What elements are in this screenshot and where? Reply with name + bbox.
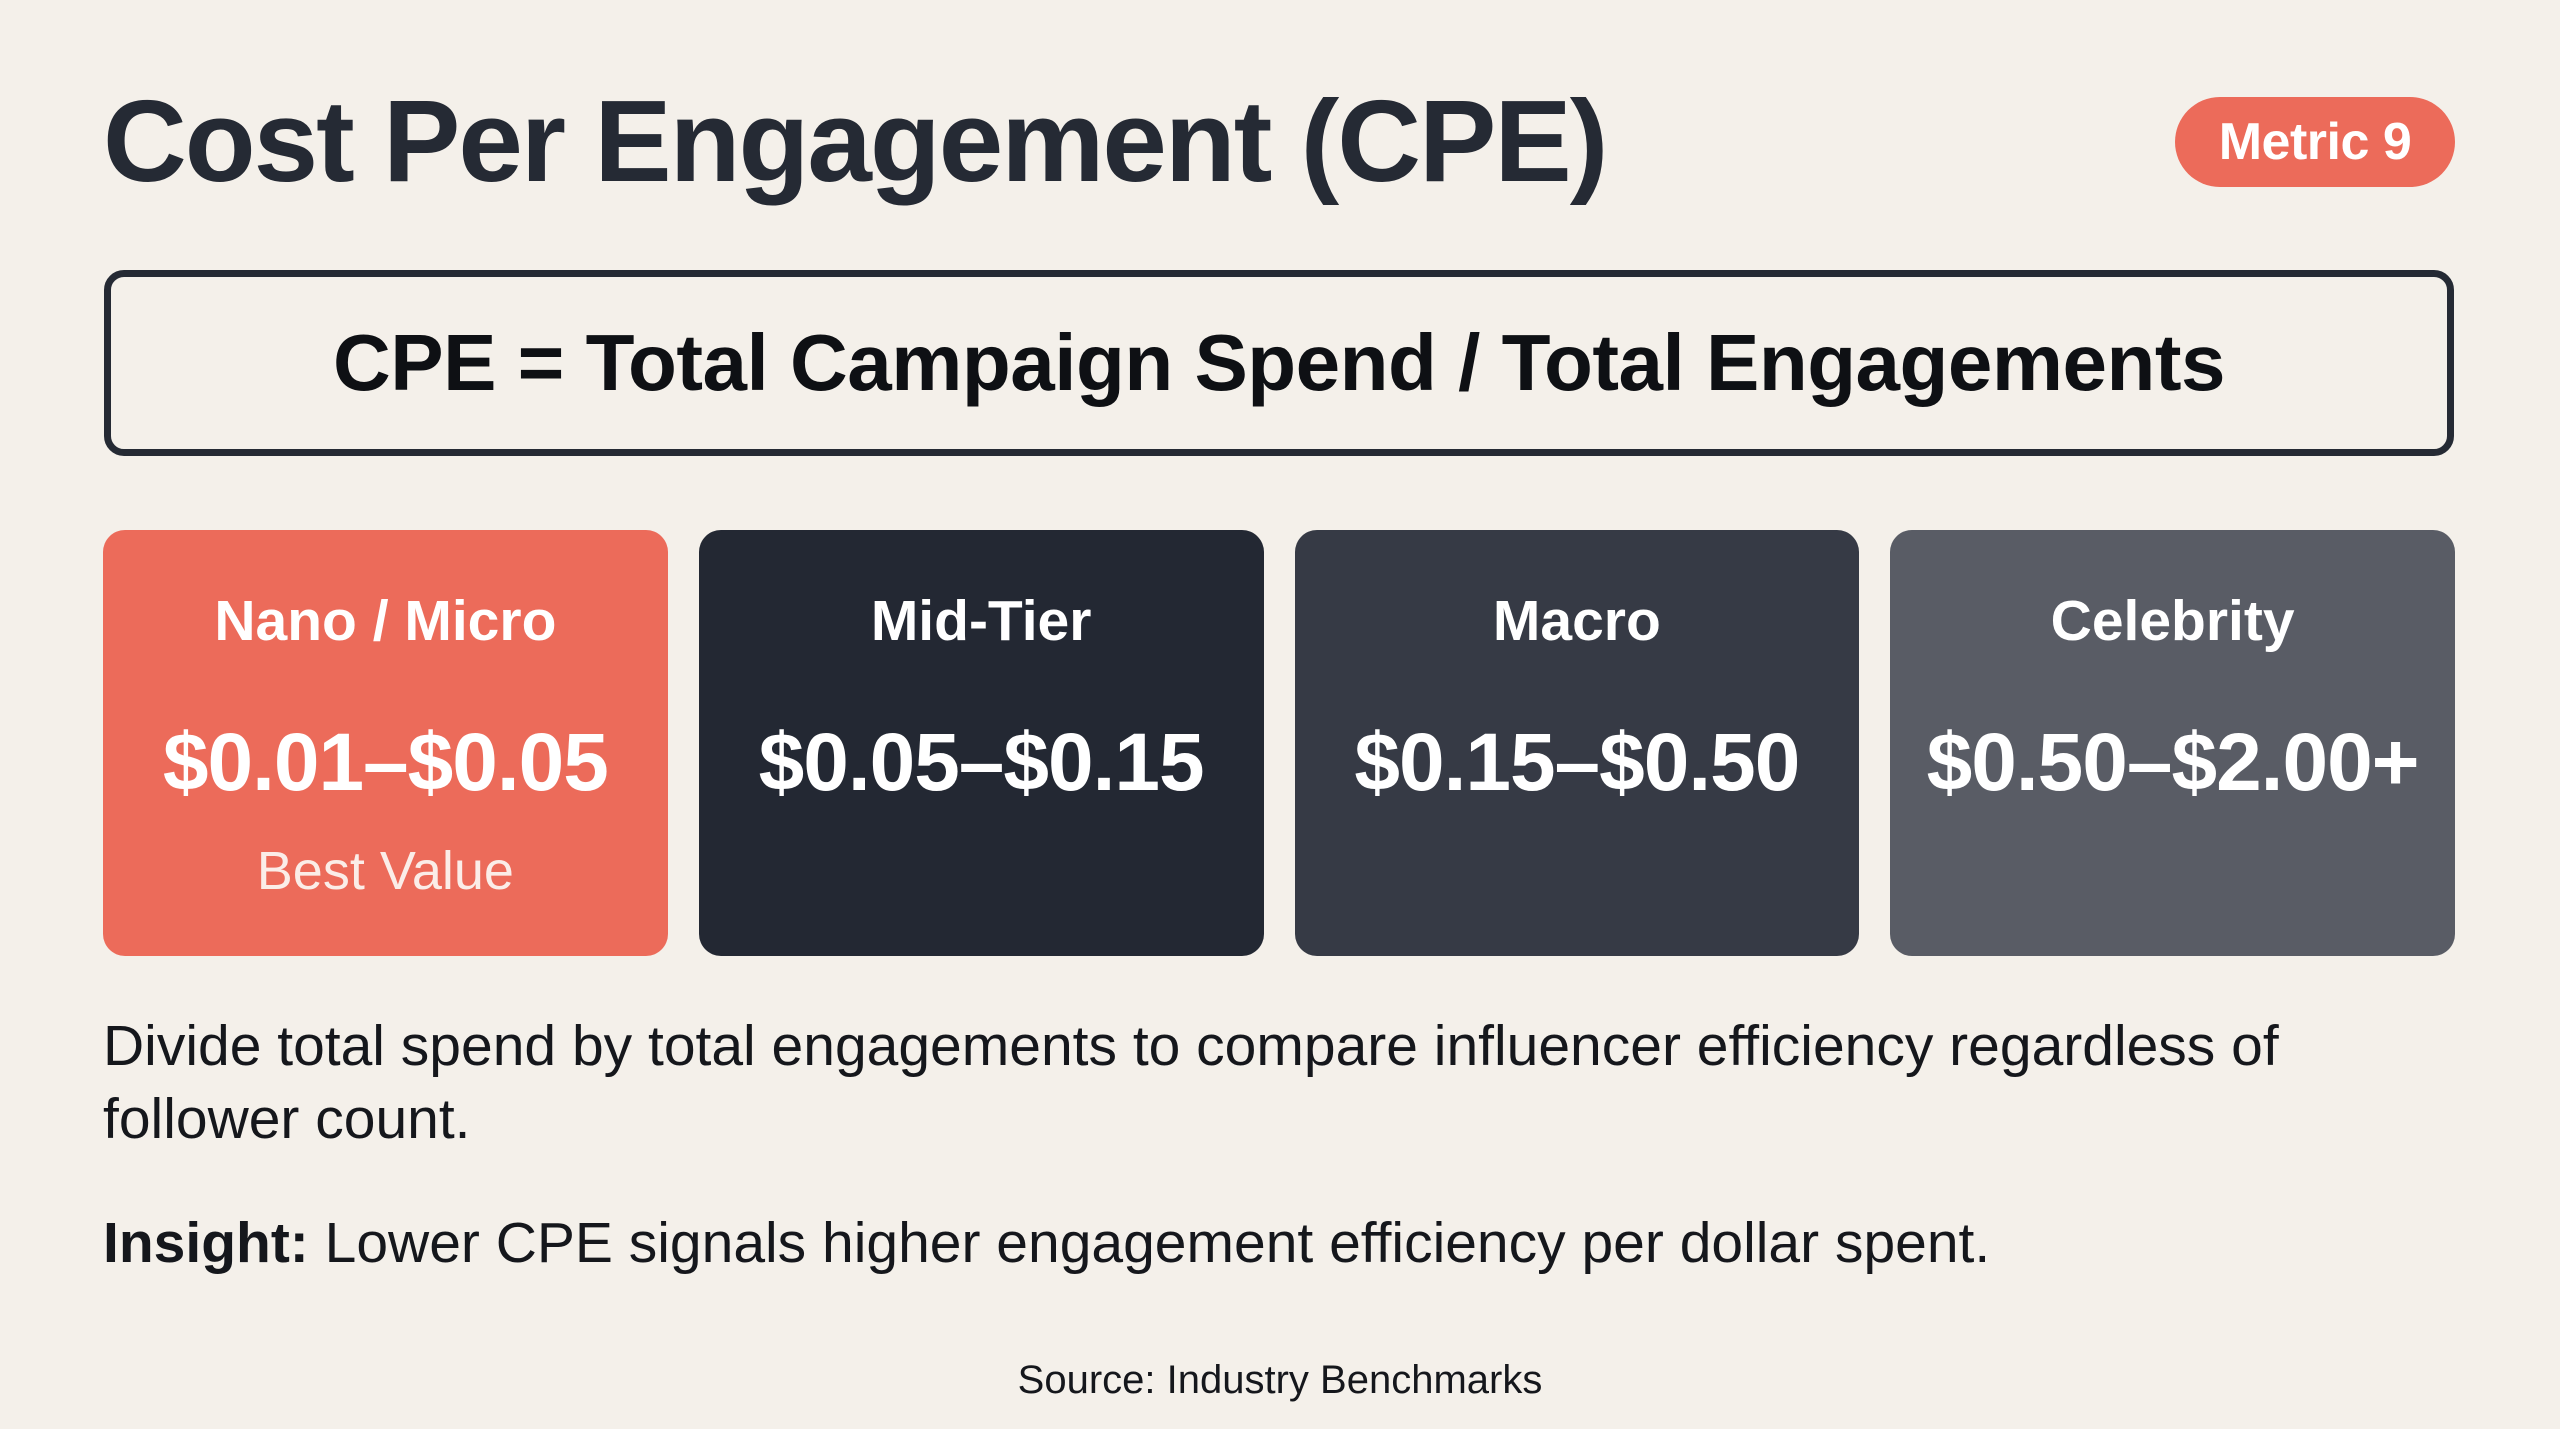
formula-text: CPE = Total Campaign Spend / Total Engag… [332, 318, 2226, 407]
tier-label: Mid-Tier [870, 589, 1092, 653]
source-footnote: Source: Industry Benchmarks [1017, 1358, 1543, 1402]
tier-card-mid-tier: Mid-Tier $0.05–$0.15 [698, 530, 1264, 956]
insight-text: Lower CPE signals higher engagement effi… [308, 1211, 1991, 1275]
tier-value: $0.05–$0.15 [758, 717, 1205, 808]
metric-badge: Metric 9 [2175, 97, 2455, 187]
tier-value: $0.01–$0.05 [162, 717, 609, 808]
insight-label: Insight: [103, 1211, 309, 1275]
tier-value: $0.15–$0.50 [1354, 717, 1800, 808]
tier-value: $0.50–$2.00+ [1926, 717, 2420, 808]
tier-label: Macro [1492, 589, 1661, 653]
tier-cards: Nano / Micro $0.01–$0.05 Best Value Mid-… [103, 530, 2455, 956]
formula-box: CPE = Total Campaign Spend / Total Engag… [104, 270, 2454, 456]
page-title: Cost Per Engagement (CPE) [103, 76, 1608, 206]
tier-card-nano-micro: Nano / Micro $0.01–$0.05 Best Value [103, 530, 668, 956]
tier-label: Nano / Micro [214, 589, 557, 653]
description-text: Divide total spend by total engagements … [103, 1014, 2279, 1151]
tier-card-celebrity: Celebrity $0.50–$2.00+ [1890, 530, 2455, 956]
insight-line: Insight: Lower CPE signals higher engage… [103, 1210, 1990, 1276]
tier-card-macro: Macro $0.15–$0.50 [1294, 530, 1860, 956]
tier-label: Celebrity [2050, 589, 2295, 653]
tier-note: Best Value [256, 841, 514, 901]
